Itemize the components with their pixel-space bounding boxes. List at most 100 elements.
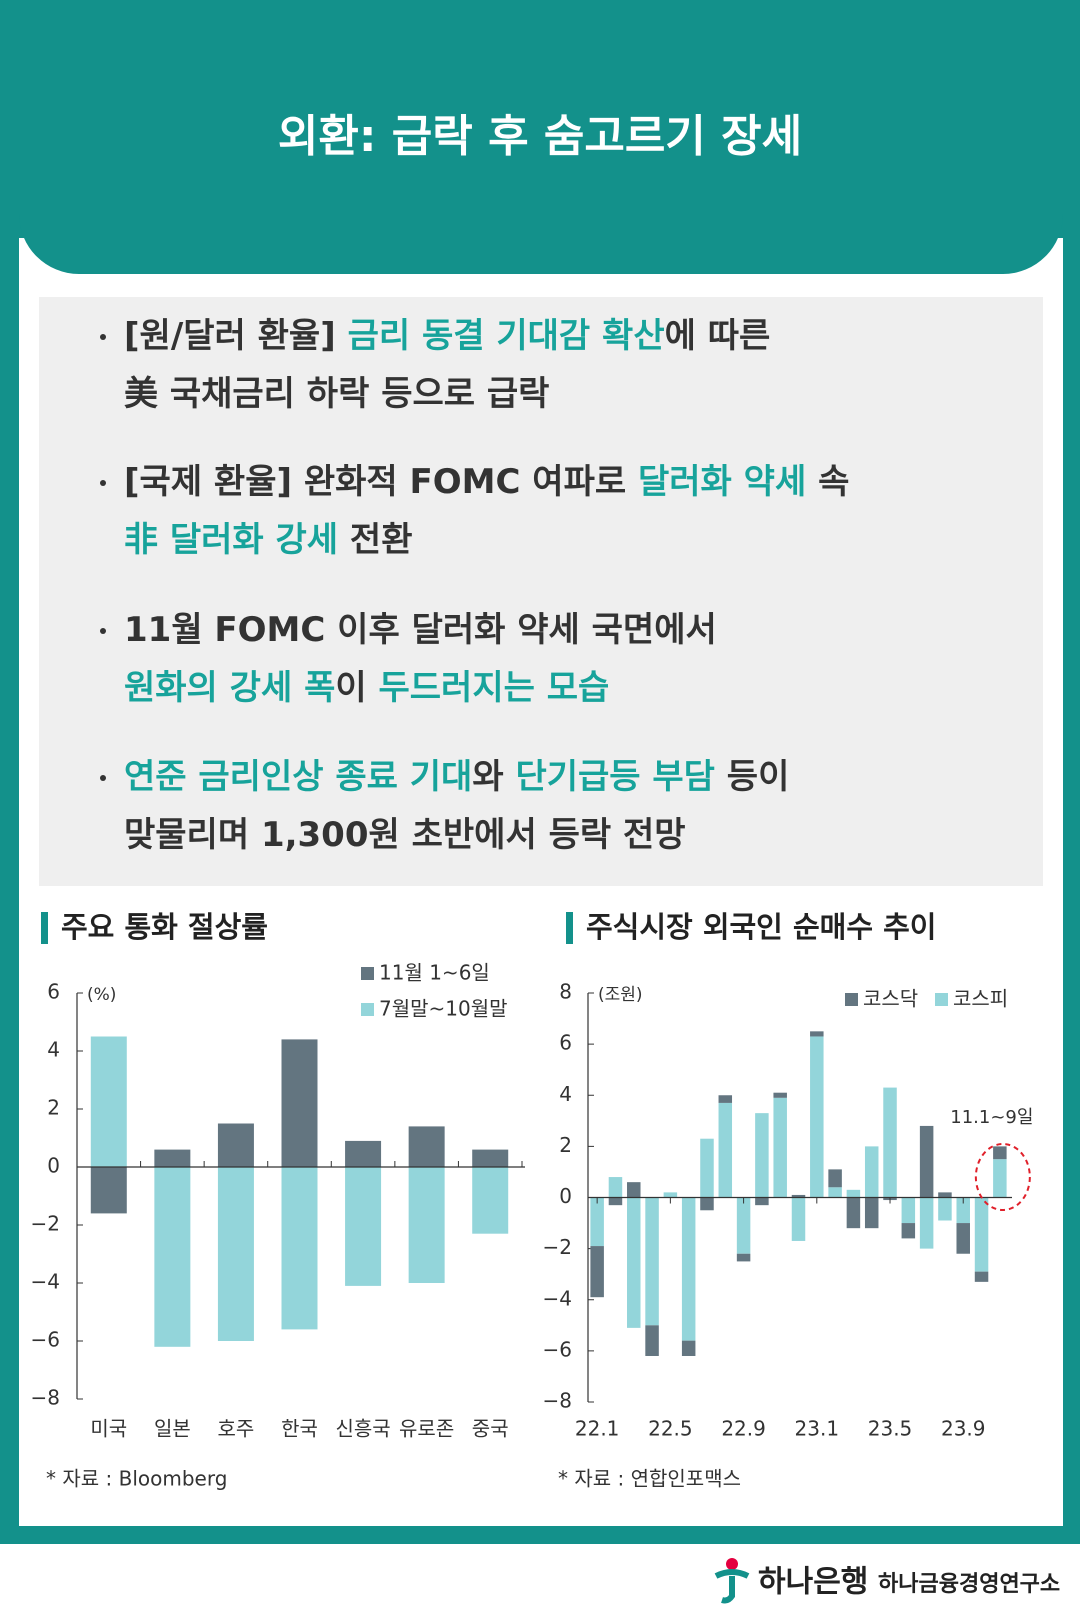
bullet-dot bbox=[100, 775, 106, 781]
bullet-line: 11월 FOMC 이후 달러화 약세 국면에서 bbox=[98, 601, 717, 659]
legend-label: 코스피 bbox=[953, 987, 1008, 1011]
bar bbox=[718, 1095, 733, 1103]
y-tick-label: 8 bbox=[559, 980, 572, 1004]
bar bbox=[901, 1223, 916, 1239]
bar bbox=[864, 1197, 879, 1229]
y-tick-label: 4 bbox=[559, 1082, 572, 1106]
y-tick-label: −4 bbox=[31, 1270, 60, 1294]
bar bbox=[974, 1271, 989, 1282]
bar bbox=[472, 1149, 509, 1167]
bullet-text: 연준 금리인상 종료 기대 bbox=[124, 757, 473, 797]
bar bbox=[681, 1197, 696, 1341]
legend-label: 7월말~10월말 bbox=[379, 997, 508, 1021]
x-tick-label: 한국 bbox=[281, 1417, 318, 1441]
x-tick-label: 23.1 bbox=[795, 1417, 840, 1441]
logo-dot bbox=[726, 1558, 738, 1570]
chart-title: 주식시장 외국인 순매수 추이 bbox=[586, 910, 936, 944]
bar bbox=[281, 1167, 318, 1330]
bullet-dot bbox=[100, 628, 106, 634]
bar bbox=[627, 1197, 641, 1328]
x-tick-label: 23.9 bbox=[941, 1417, 986, 1441]
bar bbox=[608, 1177, 623, 1198]
bar bbox=[590, 1197, 604, 1247]
bar bbox=[791, 1197, 806, 1241]
bar bbox=[408, 1167, 445, 1283]
logo-mark bbox=[714, 1569, 750, 1604]
bullet-text: 맞물리며 1,300원 초반에서 등락 전망 bbox=[124, 815, 686, 855]
bar bbox=[281, 1039, 318, 1167]
bar bbox=[919, 1197, 934, 1249]
bar bbox=[472, 1167, 509, 1234]
bullet-text: 속 bbox=[806, 462, 850, 502]
bullet-text: 11월 FOMC 이후 달러화 약세 국면에서 bbox=[124, 610, 717, 650]
x-tick-label: 22.9 bbox=[721, 1417, 766, 1441]
x-tick-label: 호주 bbox=[218, 1417, 255, 1441]
x-tick-label: 유로존 bbox=[399, 1417, 454, 1441]
title-marker bbox=[41, 912, 48, 944]
x-tick-label: 중국 bbox=[472, 1417, 509, 1441]
bar bbox=[938, 1192, 952, 1198]
y-tick-label: −2 bbox=[543, 1235, 572, 1259]
bar bbox=[993, 1146, 1007, 1160]
bar bbox=[956, 1197, 970, 1224]
bullet-dot bbox=[100, 480, 106, 486]
bar bbox=[608, 1197, 623, 1206]
bar bbox=[956, 1223, 970, 1254]
footer: 하나은행 하나금융경영연구소 bbox=[0, 1544, 1080, 1619]
bullet-line: 非 달러화 강세 전환 bbox=[98, 511, 849, 569]
x-tick-label: 22.5 bbox=[648, 1417, 693, 1441]
chart-title: 주요 통화 절상률 bbox=[61, 910, 268, 944]
bar bbox=[700, 1138, 714, 1198]
bar bbox=[773, 1097, 787, 1198]
x-tick-label: 22.1 bbox=[575, 1417, 620, 1441]
institute-name: 하나금융경영연구소 bbox=[878, 1572, 1060, 1597]
bar bbox=[828, 1187, 842, 1198]
bar bbox=[919, 1125, 934, 1198]
bar bbox=[645, 1325, 659, 1356]
annotation-circle bbox=[974, 1143, 1031, 1211]
bar bbox=[345, 1140, 382, 1167]
bullet-line: 맞물리며 1,300원 초반에서 등락 전망 bbox=[98, 806, 789, 864]
bar bbox=[755, 1197, 769, 1206]
annotation: 11.1~9일 bbox=[950, 1107, 1033, 1128]
bar bbox=[90, 1167, 127, 1214]
bar bbox=[901, 1197, 916, 1224]
bar bbox=[864, 1146, 879, 1198]
bullet-text: 등이 bbox=[714, 757, 790, 797]
summary-box bbox=[39, 297, 1043, 886]
bank-name: 하나은행 bbox=[758, 1565, 868, 1600]
bar bbox=[828, 1169, 842, 1188]
bar bbox=[846, 1189, 861, 1198]
y-tick-label: −4 bbox=[543, 1286, 572, 1310]
bullet-text: 非 달러화 강세 bbox=[124, 520, 339, 560]
bar bbox=[938, 1197, 952, 1221]
y-tick-label: 0 bbox=[559, 1184, 572, 1208]
bullet-line: 연준 금리인상 종료 기대와 단기급등 부담 등이 bbox=[98, 748, 789, 806]
bullet-text: 두드러지는 모습 bbox=[378, 668, 610, 708]
bar bbox=[627, 1182, 641, 1198]
bullet-line: 美 국채금리 하락 등으로 급락 bbox=[98, 365, 770, 423]
bar bbox=[217, 1123, 254, 1167]
bar bbox=[993, 1159, 1007, 1198]
bullet-text: [원/달러 환율] bbox=[124, 316, 348, 356]
x-tick-label: 신흥국 bbox=[335, 1417, 390, 1441]
legend-swatch bbox=[361, 967, 374, 980]
legend-label: 11월 1~6일 bbox=[379, 961, 490, 985]
bar bbox=[663, 1192, 678, 1198]
bar bbox=[791, 1194, 806, 1198]
legend-swatch bbox=[935, 993, 948, 1006]
legend-swatch bbox=[845, 993, 858, 1006]
bar bbox=[700, 1197, 714, 1211]
bar bbox=[974, 1197, 989, 1272]
bar bbox=[736, 1253, 751, 1262]
y-tick-label: −2 bbox=[31, 1212, 60, 1236]
y-tick-label: 6 bbox=[559, 1031, 572, 1055]
bar bbox=[345, 1167, 382, 1286]
bar bbox=[217, 1167, 254, 1341]
y-tick-label: 2 bbox=[559, 1133, 572, 1157]
bar bbox=[736, 1197, 751, 1254]
source: * 자료 : Bloomberg bbox=[46, 1467, 227, 1491]
